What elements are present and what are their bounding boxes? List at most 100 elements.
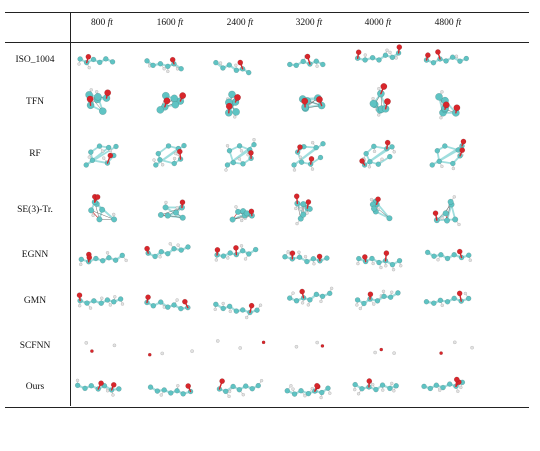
hydrogen-atom (399, 263, 403, 268)
carbon-atom (213, 59, 219, 66)
oxygen-atom (316, 253, 323, 260)
hydrogen-atom (303, 394, 307, 398)
hydrogen-atom (221, 301, 225, 306)
carbon-atom (223, 388, 229, 395)
oxygen-atom (308, 156, 315, 162)
hydrogen-atom (291, 291, 295, 295)
carbon-atom (442, 210, 449, 217)
hydrogen-atom (239, 244, 244, 248)
oxygen-atom (182, 298, 188, 305)
molecule-render (439, 340, 474, 355)
hydrogen-atom (312, 262, 316, 266)
carbon-atom (382, 52, 389, 58)
carbon-atom (181, 142, 187, 149)
carbon-atom (376, 259, 382, 266)
carbon-atom (235, 208, 242, 215)
hydrogen-atom (298, 207, 303, 211)
carbon-atom (165, 250, 171, 257)
carbon-atom (306, 205, 313, 212)
hydrogen-atom (215, 339, 220, 343)
carbon-atom (352, 381, 358, 388)
molecule-render (152, 142, 187, 168)
hydrogen-atom (380, 157, 384, 161)
carbon-atom (282, 254, 288, 260)
carbon-atom (83, 162, 89, 168)
carbon-atom (359, 386, 365, 392)
carbon-atom (89, 157, 96, 164)
hydrogen-atom (456, 389, 460, 393)
carbon-atom (150, 62, 156, 69)
carbon-atom (229, 216, 236, 223)
hydrogen-atom (454, 54, 459, 58)
oxygen-atom (425, 52, 431, 58)
carbon-atom (430, 60, 437, 66)
carbon-atom (367, 159, 373, 165)
molecule-render (369, 196, 393, 222)
molecule-cell (415, 366, 481, 410)
hydrogen-atom (297, 250, 301, 254)
carbon-atom (240, 161, 246, 167)
carbon-atom (327, 290, 333, 297)
molecule-render (294, 340, 325, 349)
hydrogen-atom (363, 53, 367, 57)
molecule-render (85, 88, 112, 115)
oxygen-atom (185, 383, 191, 389)
hydrogen-atom (160, 163, 165, 167)
carbon-atom (421, 383, 427, 390)
carbon-atom (423, 299, 430, 305)
hydrogen-atom (87, 65, 91, 70)
carbon-atom (431, 253, 437, 259)
column-header-value: 1600 (156, 18, 176, 28)
oxygen-atom (248, 208, 255, 215)
molecule-render (424, 248, 472, 262)
carbon-atom (395, 290, 401, 296)
column-header-unit: ft (178, 18, 184, 28)
carbon-atom (438, 252, 444, 258)
hydrogen-atom (87, 155, 92, 159)
molecule-cell (276, 39, 342, 83)
carbon-atom (386, 215, 393, 222)
hydrogen-atom (356, 261, 360, 266)
hydrogen-atom (306, 303, 311, 307)
oxygen-atom (214, 247, 221, 253)
hydrogen-atom (234, 205, 238, 209)
carbon-atom (307, 297, 313, 303)
molecule-cell (207, 81, 273, 125)
hydrogen-atom (459, 385, 463, 390)
hydrogen-atom (238, 346, 242, 350)
hydrogen-atom (377, 113, 381, 117)
oxygen-atom (234, 94, 241, 101)
carbon-atom (105, 144, 112, 151)
molecule-render (429, 138, 467, 171)
carbon-atom (165, 143, 172, 149)
hydrogen-atom (367, 165, 372, 169)
molecule-render (423, 290, 472, 308)
molecule-render (214, 244, 259, 262)
carbon-atom (387, 153, 393, 160)
molecule-render (435, 90, 461, 120)
carbon-atom (157, 61, 164, 67)
hydrogen-atom (84, 341, 89, 345)
molecule-cell (345, 234, 411, 278)
hydrogen-atom (356, 392, 361, 396)
hydrogen-atom (381, 289, 386, 294)
carbon-atom (178, 247, 184, 253)
hydrogen-atom (371, 382, 375, 387)
molecule-render (157, 199, 186, 221)
carbon-atom (220, 253, 227, 259)
carbon-atom (179, 214, 186, 221)
carbon-atom (465, 295, 472, 302)
carbon-atom (387, 385, 393, 392)
hydrogen-atom (162, 67, 166, 71)
molecule-render (229, 205, 255, 223)
carbon-atom (111, 299, 117, 305)
molecule-render (282, 250, 330, 266)
column-divider (70, 13, 71, 406)
carbon-atom (313, 58, 320, 64)
carbon-atom (313, 291, 320, 298)
carbon-atom (436, 158, 442, 165)
oxygen-atom (305, 199, 312, 205)
hydrogen-atom (77, 304, 82, 308)
hydrogen-atom (384, 264, 388, 268)
carbon-atom (246, 251, 252, 257)
